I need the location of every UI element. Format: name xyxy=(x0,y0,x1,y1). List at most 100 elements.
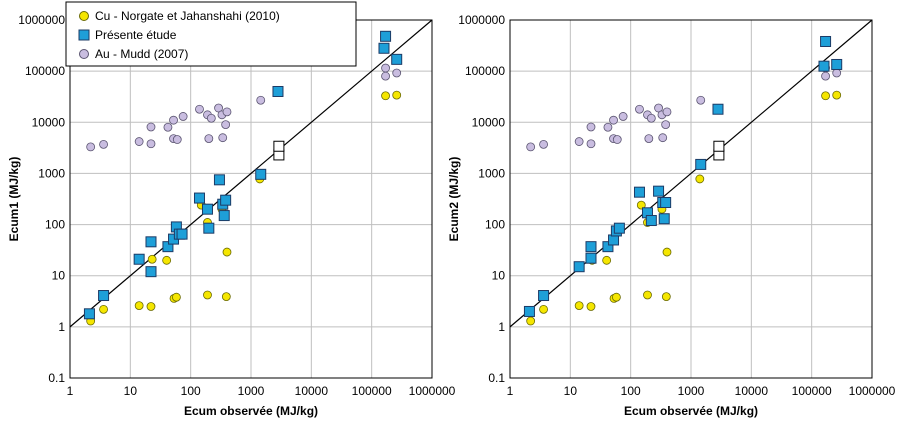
au-point xyxy=(86,142,96,152)
y-axis-label: Ecum1 (MJ/kg) xyxy=(7,157,21,242)
x-axis-label: Ecum observée (MJ/kg) xyxy=(184,404,318,418)
presente-point xyxy=(220,194,232,206)
cu-point xyxy=(99,304,108,314)
y-tick-label: 10000 xyxy=(32,115,66,129)
presente-point xyxy=(645,215,657,227)
au-point xyxy=(662,107,672,117)
y-tick-label: 0.1 xyxy=(48,371,65,385)
au-point xyxy=(612,135,622,144)
au-point xyxy=(696,95,706,105)
x-tick-label: 100 xyxy=(621,384,641,398)
x-tick-label: 100000 xyxy=(352,384,392,398)
x-tick-label: 10000 xyxy=(295,384,329,398)
au-point xyxy=(821,71,830,81)
x-tick-label: 10000 xyxy=(735,384,769,398)
legend-marker-au xyxy=(79,49,89,59)
cu-point xyxy=(636,200,646,210)
cu-point xyxy=(162,255,172,265)
presente-point xyxy=(585,252,597,264)
open-square-point xyxy=(273,140,285,152)
presente-point xyxy=(695,158,707,170)
y-tick-label: 100 xyxy=(45,218,65,232)
cu-point xyxy=(643,290,652,300)
presente-point xyxy=(820,35,832,47)
presente-point xyxy=(712,103,724,115)
x-tick-label: 1000000 xyxy=(409,384,456,398)
au-point xyxy=(618,112,628,121)
legend-marker-cu xyxy=(79,11,89,21)
au-point xyxy=(163,122,173,132)
y-tick-label: 100 xyxy=(485,218,505,232)
cu-point xyxy=(574,301,584,311)
au-point xyxy=(586,122,596,132)
legend-marker-presente xyxy=(78,29,90,41)
presente-point xyxy=(162,241,174,253)
cu-point xyxy=(147,254,157,264)
y-tick-label: 1000000 xyxy=(458,13,505,27)
cu-point xyxy=(821,91,830,101)
cu-point xyxy=(539,304,548,314)
cu-point xyxy=(171,292,181,302)
au-point xyxy=(169,115,178,125)
y-tick-label: 10 xyxy=(52,269,66,283)
presente-point xyxy=(573,261,585,273)
cu-point xyxy=(203,290,212,300)
presente-point xyxy=(608,234,620,246)
presente-point xyxy=(98,290,110,302)
presente-point xyxy=(658,213,670,225)
presente-point xyxy=(538,290,550,302)
au-point xyxy=(392,68,402,78)
y-tick-label: 10000 xyxy=(472,115,506,129)
au-point xyxy=(658,133,668,143)
au-point xyxy=(99,139,108,149)
cu-point xyxy=(832,90,842,100)
cu-point xyxy=(586,302,596,311)
au-point xyxy=(646,113,656,123)
y-tick-label: 1000 xyxy=(38,166,65,180)
au-point xyxy=(221,120,231,130)
cu-point xyxy=(221,292,231,302)
presente-point xyxy=(145,266,157,278)
x-tick-label: 1000000 xyxy=(849,384,896,398)
presente-point xyxy=(272,85,284,97)
au-point xyxy=(832,68,842,78)
presente-point xyxy=(380,30,392,42)
cu-point xyxy=(602,255,612,265)
chart-panel-ecum2: 1 10 100 1000 10000 100000 10000000.1110100100… xyxy=(447,13,896,418)
cu-point xyxy=(611,292,621,302)
presente-point xyxy=(203,222,215,234)
presente-point xyxy=(145,236,157,248)
x-tick-label: 100 xyxy=(181,384,201,398)
au-point xyxy=(526,142,536,152)
cu-point xyxy=(695,174,705,184)
x-tick-label: 1000 xyxy=(678,384,705,398)
y-tick-label: 100000 xyxy=(25,64,65,78)
au-point xyxy=(146,139,156,149)
presente-point xyxy=(653,185,665,197)
au-point xyxy=(256,95,266,105)
x-tick-label: 100000 xyxy=(792,384,832,398)
presente-point xyxy=(378,42,390,54)
chart-panel-ecum1: 1 10 100 1000 10000 100000 10000000.1110100100… xyxy=(7,13,456,418)
y-axis-label: Ecum2 (MJ/kg) xyxy=(447,157,461,242)
x-axis-label: Ecum observée (MJ/kg) xyxy=(624,404,758,418)
presente-point xyxy=(218,210,230,222)
presente-point xyxy=(213,174,225,186)
legend-box xyxy=(65,1,357,67)
au-point xyxy=(204,134,214,143)
y-tick-label: 100000 xyxy=(465,64,505,78)
au-point xyxy=(574,137,584,146)
au-point xyxy=(218,133,228,143)
y-tick-label: 1000000 xyxy=(18,13,65,27)
au-point xyxy=(195,104,204,114)
cu-point xyxy=(662,247,672,257)
au-point xyxy=(609,115,618,125)
presente-point xyxy=(602,241,614,253)
cu-point xyxy=(526,316,536,326)
y-tick-label: 0.1 xyxy=(488,371,505,385)
legend-label-presente: Présente étude xyxy=(95,28,177,42)
y-tick-label: 10 xyxy=(492,269,506,283)
au-point xyxy=(661,120,671,130)
presente-point xyxy=(523,305,535,317)
